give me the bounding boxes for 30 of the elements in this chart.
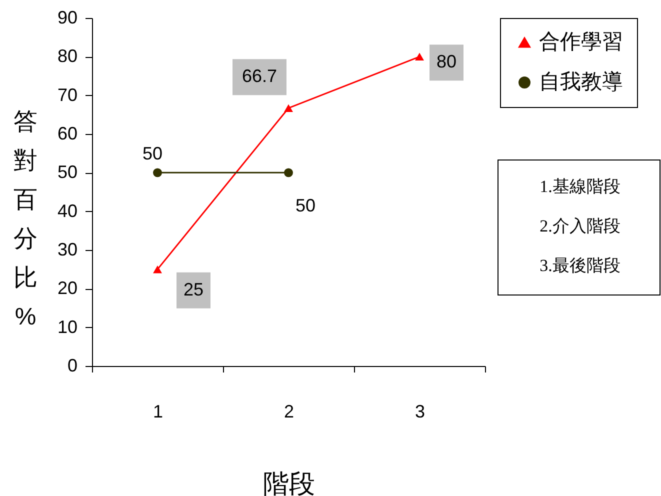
data-label: 50 <box>295 196 316 216</box>
x-axis-title: 階段 <box>263 468 315 496</box>
y-tick-label: 60 <box>57 124 78 144</box>
point <box>415 52 424 61</box>
y-tick-label: 70 <box>57 84 78 105</box>
y-tick-label: 10 <box>57 316 78 337</box>
text: 1.基線階段 <box>540 177 620 196</box>
point <box>284 168 293 178</box>
y-tick-label: 30 <box>57 240 78 260</box>
data-label: 66.7 <box>242 66 278 86</box>
x-tick-label: 2 <box>284 402 294 422</box>
point <box>284 104 293 112</box>
data-label: 25 <box>183 279 204 300</box>
data-label: 80 <box>436 52 457 72</box>
y-tick-label: 20 <box>57 278 78 298</box>
legend-label: 合作學習 <box>539 30 623 54</box>
point <box>153 168 162 178</box>
text: 2.介入階段 <box>540 216 620 236</box>
x-tick-label: 1 <box>152 402 164 422</box>
y-tick-label: 40 <box>57 200 78 221</box>
legend-label: 自我教導 <box>539 70 623 94</box>
y-axis-title: 答對百分比% <box>14 108 38 330</box>
text: 3.最後階段 <box>540 256 620 275</box>
y-tick-label: 90 <box>57 8 78 28</box>
point <box>153 265 162 274</box>
y-tick-label: 80 <box>57 46 78 66</box>
y-tick-label: 50 <box>57 162 78 182</box>
x-tick-label: 3 <box>414 402 426 422</box>
y-tick-label: 0 <box>67 356 78 376</box>
data-label: 50 <box>142 144 163 164</box>
